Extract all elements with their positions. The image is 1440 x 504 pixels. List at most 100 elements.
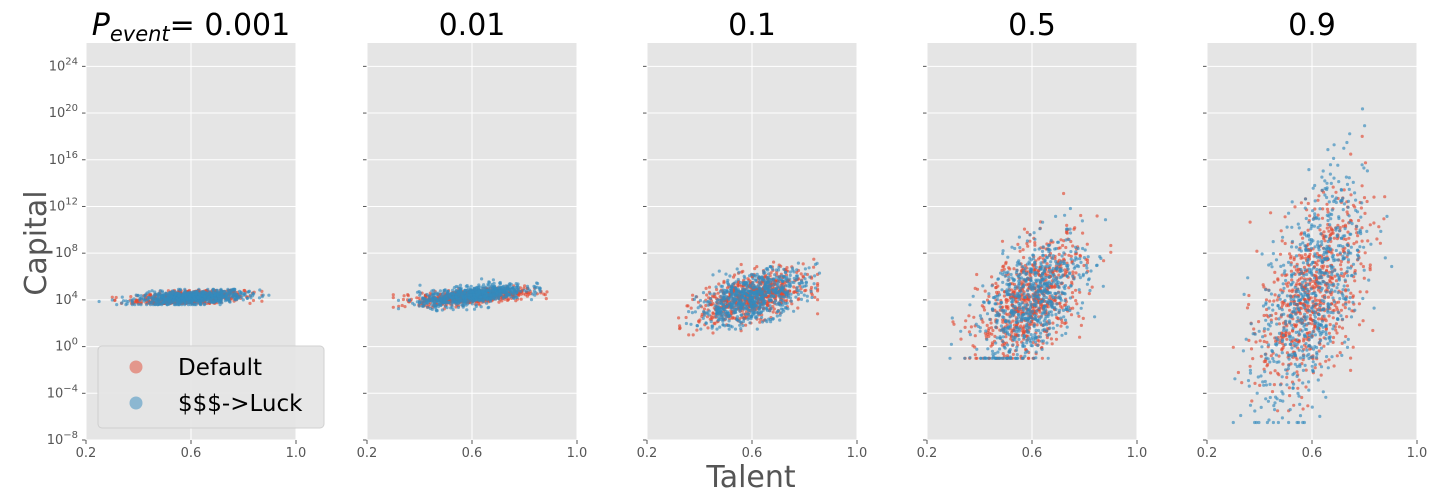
data-point — [701, 291, 706, 295]
data-point — [711, 312, 715, 316]
data-point — [762, 298, 766, 302]
data-point — [738, 323, 742, 327]
data-point — [478, 295, 483, 299]
data-point — [463, 294, 467, 298]
data-point — [260, 295, 264, 299]
data-point — [989, 326, 994, 330]
data-point — [751, 273, 755, 277]
data-point — [754, 285, 759, 289]
data-point — [1025, 241, 1029, 246]
data-point — [736, 277, 740, 282]
data-point — [154, 298, 158, 302]
data-point — [788, 270, 793, 274]
data-point — [191, 290, 195, 294]
data-point — [509, 295, 513, 299]
data-point — [441, 291, 445, 295]
data-point — [722, 311, 726, 315]
data-point — [967, 330, 972, 334]
data-point — [991, 328, 995, 333]
data-point — [762, 286, 766, 290]
data-point — [524, 293, 528, 297]
data-point — [241, 298, 245, 302]
data-point — [789, 299, 794, 303]
data-point — [729, 295, 733, 299]
data-point — [715, 287, 719, 292]
data-point — [120, 301, 124, 305]
data-point — [817, 271, 822, 275]
data-point — [741, 324, 745, 328]
data-point — [182, 298, 186, 302]
data-point — [778, 313, 782, 317]
data-point — [1035, 323, 1039, 327]
data-point — [702, 311, 707, 315]
data-point — [425, 292, 429, 297]
data-point — [731, 275, 736, 279]
data-point — [215, 288, 219, 292]
data-point — [177, 291, 181, 295]
data-point — [707, 309, 711, 313]
data-point — [434, 309, 439, 313]
data-point — [1090, 285, 1094, 289]
data-point — [760, 315, 764, 320]
y-tick-label: 1020 — [49, 103, 78, 121]
data-point — [813, 295, 817, 299]
data-point — [812, 265, 816, 269]
data-point — [156, 294, 160, 299]
data-point — [1069, 254, 1073, 258]
data-point — [485, 288, 489, 292]
data-point — [982, 308, 987, 312]
data-point — [759, 310, 764, 314]
data-point — [959, 337, 963, 341]
data-point — [1002, 354, 1007, 358]
data-point — [733, 327, 738, 331]
data-point — [765, 307, 769, 311]
data-point — [801, 274, 805, 278]
data-point — [147, 290, 151, 294]
data-point — [810, 295, 814, 300]
data-point — [1037, 257, 1041, 261]
data-point — [730, 316, 735, 320]
data-point — [1045, 262, 1049, 266]
data-point — [1081, 316, 1085, 320]
data-point — [739, 262, 743, 267]
data-point — [1001, 265, 1005, 269]
data-point — [796, 306, 800, 310]
data-point — [439, 303, 443, 308]
data-point — [737, 293, 741, 297]
data-point — [482, 283, 486, 287]
data-point — [719, 317, 723, 321]
data-point — [813, 274, 817, 278]
data-point — [740, 270, 744, 274]
data-point — [973, 334, 977, 338]
data-point — [789, 284, 793, 288]
data-point — [730, 325, 734, 329]
data-point — [725, 280, 729, 284]
data-point — [729, 305, 733, 309]
data-point — [769, 265, 773, 269]
data-point — [523, 284, 527, 288]
data-point — [750, 310, 754, 314]
data-point — [783, 301, 788, 306]
data-point — [148, 296, 152, 300]
data-point — [239, 291, 243, 295]
data-point — [1001, 352, 1005, 356]
data-point — [726, 323, 730, 328]
data-point — [782, 274, 786, 278]
data-point — [807, 266, 811, 270]
data-point — [247, 290, 251, 294]
data-point — [757, 307, 761, 311]
data-point — [736, 284, 740, 288]
data-point — [768, 304, 772, 308]
data-point — [1055, 315, 1059, 320]
data-point — [773, 299, 778, 303]
data-point — [481, 286, 485, 290]
data-point — [725, 290, 729, 294]
data-point — [784, 270, 788, 274]
data-point — [709, 297, 713, 301]
data-point — [808, 275, 812, 279]
data-point — [166, 295, 170, 299]
data-point — [1061, 243, 1065, 248]
data-point — [738, 297, 743, 301]
data-point — [486, 306, 490, 310]
data-point — [777, 265, 781, 269]
